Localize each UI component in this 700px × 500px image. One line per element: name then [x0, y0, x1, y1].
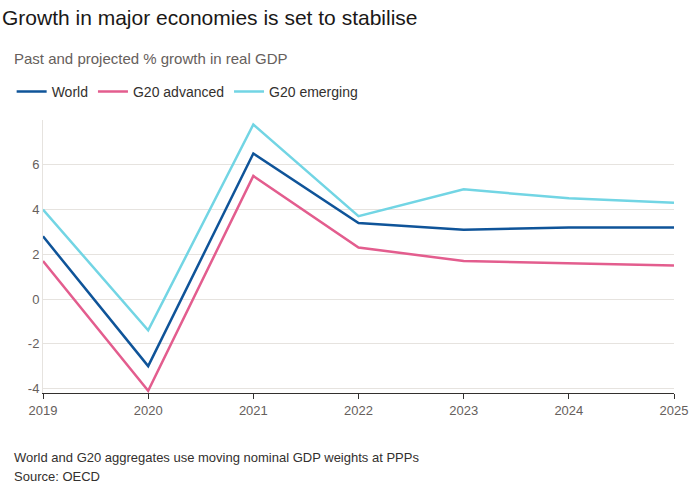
- svg-text:2: 2: [32, 247, 39, 262]
- svg-text:Growth in major economies is s: Growth in major economies is set to stab…: [2, 6, 418, 29]
- svg-text:World and G20 aggregates use m: World and G20 aggregates use moving nomi…: [14, 450, 419, 465]
- svg-text:G20 advanced: G20 advanced: [133, 84, 224, 100]
- svg-text:2021: 2021: [239, 403, 268, 418]
- svg-text:2025: 2025: [660, 403, 689, 418]
- svg-text:2024: 2024: [554, 403, 583, 418]
- svg-text:4: 4: [32, 202, 39, 217]
- svg-text:-2: -2: [28, 336, 40, 351]
- svg-text:2022: 2022: [344, 403, 373, 418]
- svg-text:0: 0: [32, 292, 39, 307]
- svg-text:Source: OECD: Source: OECD: [14, 469, 100, 484]
- svg-text:2020: 2020: [134, 403, 163, 418]
- svg-text:Past and projected % growth in: Past and projected % growth in real GDP: [14, 50, 287, 67]
- svg-text:6: 6: [32, 157, 39, 172]
- svg-text:2019: 2019: [29, 403, 58, 418]
- svg-text:2023: 2023: [449, 403, 478, 418]
- svg-text:-4: -4: [28, 381, 40, 396]
- svg-text:World: World: [52, 84, 88, 100]
- svg-text:G20 emerging: G20 emerging: [269, 84, 358, 100]
